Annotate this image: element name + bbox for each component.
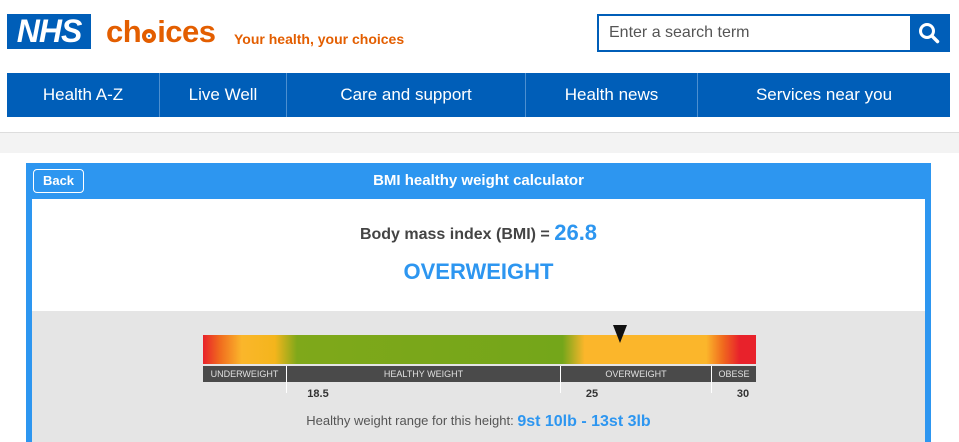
healthy-weight-range: Healthy weight range for this height: 9s… bbox=[32, 409, 925, 434]
bmi-band-labels: UNDERWEIGHT HEALTHY WEIGHT OVERWEIGHT OB… bbox=[203, 366, 756, 393]
calculator-title: BMI healthy weight calculator bbox=[373, 172, 584, 189]
bmi-label: Body mass index (BMI) = bbox=[359, 226, 550, 243]
back-button[interactable]: Back bbox=[33, 169, 84, 193]
bmi-calculator: BMI healthy weight calculator Back Body … bbox=[26, 163, 931, 442]
nav-live-well[interactable]: Live Well bbox=[160, 73, 287, 117]
grey-band bbox=[0, 133, 959, 153]
header-divider bbox=[0, 132, 959, 133]
search-button[interactable] bbox=[910, 16, 948, 50]
band-underweight: UNDERWEIGHT bbox=[210, 369, 279, 379]
choices-logo-suffix: ices bbox=[157, 14, 216, 49]
range-label: Healthy weight range for this height: bbox=[306, 413, 514, 428]
search-icon bbox=[919, 23, 940, 44]
nav-health-news[interactable]: Health news bbox=[526, 73, 698, 117]
range-value: 9st 10lb - 13st 3lb bbox=[517, 413, 651, 430]
site-header: NHS ch ices Your health, your choices bbox=[0, 0, 959, 70]
main-nav: Health A-Z Live Well Care and support He… bbox=[7, 73, 950, 117]
bmi-scale-area: UNDERWEIGHT HEALTHY WEIGHT OVERWEIGHT OB… bbox=[32, 311, 925, 442]
bmi-scale-bar bbox=[203, 335, 756, 364]
tick-label: 18.5 bbox=[307, 388, 329, 400]
band-obese: OBESE bbox=[718, 369, 750, 379]
band-overweight: OVERWEIGHT bbox=[605, 369, 667, 379]
tagline: Your health, your choices bbox=[234, 31, 405, 47]
search-box bbox=[597, 14, 950, 52]
bmi-result: Body mass index (BMI) = 26.8 bbox=[32, 219, 925, 249]
choices-logo-prefix: ch bbox=[106, 14, 142, 49]
band-separator bbox=[711, 366, 712, 393]
nav-care-and-support[interactable]: Care and support bbox=[287, 73, 526, 117]
nav-services-near-you[interactable]: Services near you bbox=[755, 85, 893, 104]
bmi-value: 26.8 bbox=[554, 220, 598, 245]
band-separator bbox=[560, 366, 561, 393]
tick-label: 25 bbox=[585, 388, 599, 400]
band-healthy-weight: HEALTHY WEIGHT bbox=[383, 369, 464, 379]
bmi-category: OVERWEIGHT bbox=[403, 259, 554, 284]
search-input[interactable] bbox=[599, 16, 910, 50]
tick-label: 30 bbox=[736, 388, 750, 400]
nhs-logo[interactable]: NHS bbox=[7, 14, 91, 49]
calculator-body: Body mass index (BMI) = 26.8 OVERWEIGHT … bbox=[32, 199, 925, 442]
bmi-marker-icon bbox=[613, 325, 627, 343]
nav-health-a-z[interactable]: Health A-Z bbox=[7, 73, 160, 117]
band-separator bbox=[286, 366, 287, 393]
choices-o-icon bbox=[142, 29, 157, 43]
choices-logo[interactable]: ch ices bbox=[106, 12, 216, 52]
